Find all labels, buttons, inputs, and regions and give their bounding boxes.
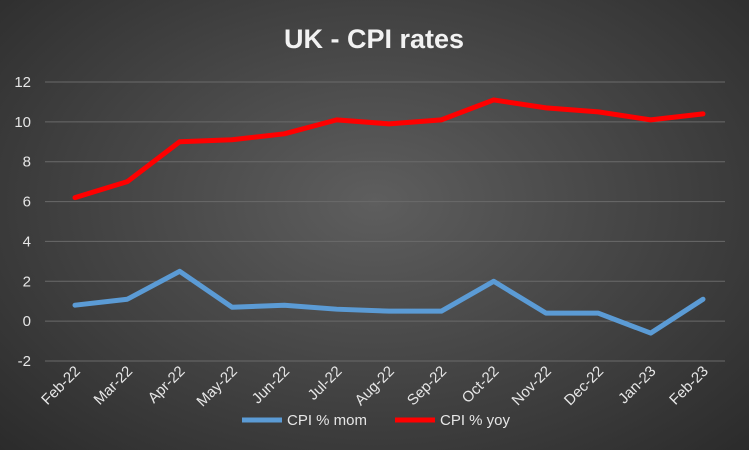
x-tick-label: Jun-22 [249, 363, 293, 407]
x-tick-label: Aug-22 [352, 363, 398, 409]
x-tick-label: Dec-22 [561, 363, 607, 409]
x-tick-label: Feb-22 [38, 363, 84, 409]
x-tick-label: Apr-22 [145, 363, 189, 407]
x-tick-label: Jan-23 [615, 363, 659, 407]
y-tick-label: 6 [23, 194, 31, 211]
y-tick-label: 2 [23, 273, 31, 290]
x-tick-label: Sep-22 [404, 363, 450, 409]
x-tick-label: Jul-22 [305, 363, 346, 404]
y-tick-label: -2 [18, 353, 31, 370]
legend-label: CPI % yoy [440, 412, 511, 429]
y-tick-label: 8 [23, 154, 31, 171]
legend-label: CPI % mom [287, 412, 367, 429]
y-tick-label: 12 [14, 74, 31, 91]
series-line-mom [72, 268, 706, 336]
y-tick-label: 4 [23, 233, 31, 250]
x-tick-label: Nov-22 [509, 363, 555, 409]
y-tick-label: 0 [23, 313, 31, 330]
x-tick-label: Mar-22 [91, 363, 137, 409]
y-tick-label: 10 [14, 114, 31, 131]
chart-title: UK - CPI rates [284, 24, 464, 54]
series-line-yoy [72, 97, 706, 201]
x-tick-label: May-22 [193, 363, 240, 410]
x-tick-label: Feb-23 [666, 363, 712, 409]
x-tick-label: Oct-22 [459, 363, 503, 407]
